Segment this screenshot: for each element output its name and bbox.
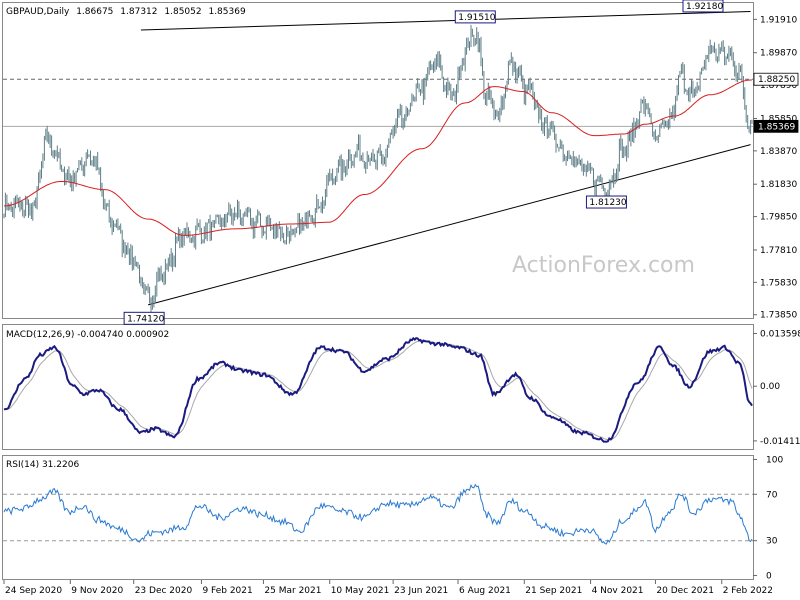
- price-bars: [3, 24, 753, 313]
- price-level-box-0: [753, 72, 799, 86]
- rsi-tick-1: 70: [766, 490, 778, 500]
- price-tick-0: 1.91910: [760, 15, 797, 25]
- macd-title: MACD(12,26,9) -0.004740 0.000902: [6, 330, 169, 340]
- price-tick-9: 1.73850: [760, 311, 797, 321]
- trendline-1: [147, 144, 751, 306]
- rsi-levels: [3, 493, 753, 542]
- symbol-label: GBPAUD,Daily: [6, 7, 70, 17]
- price-axis: 1.91910 1.89870 1.87890 1.85850 1.83870 1.818…: [753, 15, 799, 321]
- x-tick-2: 23 Dec 2020: [135, 586, 193, 596]
- trendline-0: [140, 11, 751, 31]
- x-tick-11: 2 Feb 2022: [723, 586, 773, 596]
- price-level-box-1: [753, 119, 799, 133]
- macd-axis: 0.013598 0.00 -0.014112: [753, 330, 800, 447]
- price-tick-4: 1.83870: [760, 147, 797, 157]
- rsi-tick-0: 100: [766, 455, 783, 465]
- rsi-title: RSI(14) 31.2206: [6, 460, 79, 470]
- annotation-1: 1.91510: [454, 10, 496, 24]
- annotation-label-0: 1.74120: [127, 314, 164, 324]
- price-tick-1: 1.89870: [760, 49, 797, 59]
- x-tick-0: 24 Sep 2020: [5, 586, 62, 596]
- watermark: ActionForex.com: [512, 253, 695, 278]
- rsi-axis: 100 70 30 0: [753, 455, 783, 582]
- price-title: GBPAUD,Daily 1.86675 1.87312 1.85052 1.8…: [6, 7, 246, 17]
- price-tick-5: 1.81830: [760, 180, 797, 190]
- annotation-3: 1.92180: [682, 0, 724, 13]
- ohlc-close: 1.85369: [208, 7, 245, 17]
- macd-tick-2: -0.014112: [760, 437, 800, 447]
- price-panel: [2, 2, 754, 319]
- price-tick-6: 1.79850: [760, 213, 797, 223]
- macd-tick-1: 0.00: [760, 382, 780, 392]
- x-tick-10: 20 Dec 2021: [656, 586, 714, 596]
- rsi-tick-2: 30: [766, 537, 778, 547]
- price-tick-7: 1.77810: [760, 246, 797, 256]
- rsi-tick-3: 0: [766, 572, 772, 582]
- x-tick-7: 6 Aug 2021: [459, 586, 511, 596]
- moving-average-line: [3, 79, 752, 236]
- price-tick-3: 1.85850: [760, 114, 797, 124]
- annotation-label-1: 1.91510: [458, 13, 495, 23]
- x-axis: 24 Sep 2020 9 Nov 2020 23 Dec 2020 9 Feb 20…: [3, 580, 773, 596]
- price-level-label-1: 1.85369: [758, 122, 795, 132]
- macd-panel: [2, 324, 754, 450]
- annotation-label-3: 1.92180: [686, 2, 723, 12]
- ohlc-low: 1.85052: [164, 7, 201, 17]
- macd-signal-line: [3, 340, 753, 441]
- price-level-label-0: 1.88250: [758, 75, 795, 85]
- price-tick-8: 1.75830: [760, 278, 797, 288]
- x-tick-9: 4 Nov 2021: [592, 586, 644, 596]
- trendlines: [140, 11, 751, 306]
- x-tick-8: 21 Sep 2021: [525, 586, 582, 596]
- x-tick-3: 9 Feb 2021: [202, 586, 252, 596]
- x-tick-1: 9 Nov 2020: [71, 586, 123, 596]
- ohlc-open: 1.86675: [76, 7, 113, 17]
- macd-line: [3, 336, 753, 443]
- rsi-panel: [2, 455, 754, 580]
- x-tick-6: 23 Jun 2021: [394, 586, 448, 596]
- price-tick-2: 1.87890: [760, 81, 797, 91]
- macd-tick-0: 0.013598: [760, 330, 800, 340]
- annotation-label-2: 1.81230: [589, 198, 626, 208]
- ohlc-high: 1.87312: [120, 7, 157, 17]
- price-levels: [3, 78, 753, 127]
- rsi-line: [3, 483, 753, 545]
- x-tick-4: 25 Mar 2021: [264, 586, 321, 596]
- price-ohlc-bars: [3, 24, 753, 313]
- annotation-2: 1.81230: [585, 195, 627, 209]
- x-tick-5: 10 May 2021: [331, 586, 390, 596]
- price-annotations: 1.74120 1.91510 1.81230 1.92180: [123, 0, 724, 325]
- annotation-0: 1.74120: [123, 311, 165, 325]
